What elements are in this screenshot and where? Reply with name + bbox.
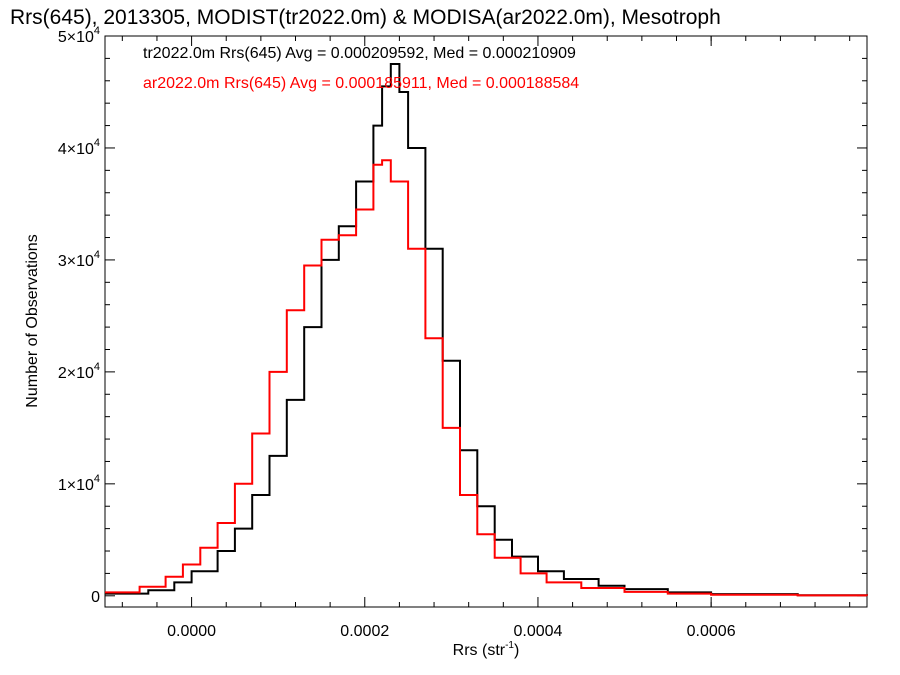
y-tick-label-exponent: 4 [94,137,100,149]
y-tick-label-exponent: 4 [94,361,100,373]
x-tick-label: 0.0000 [167,623,216,640]
chart-title: Rrs(645), 2013305, MODIST(tr2022.0m) & M… [10,6,721,29]
x-tick-label: 0.0004 [513,623,562,640]
x-axis-label-main: Rrs (str [453,642,506,659]
y-tick-label-base: 2×10 [58,365,94,382]
x-axis-ticks: 0.0000 0.0002 0.0004 0.0006 [121,36,851,640]
y-tick-label: 2×104 [58,361,100,382]
y-tick-label-base: 3×10 [58,253,94,270]
y-tick-label-exponent: 4 [94,473,100,485]
y-tick-label: 5×104 [58,25,100,46]
y-tick-label-exponent: 4 [94,249,100,261]
plot-frame [104,35,868,608]
series-line-tr2022 [105,63,868,597]
y-tick-label: 0 [91,589,100,606]
y-tick-label: 3×104 [58,249,100,270]
legend-entry-tr2022: tr2022.0m Rrs(645) Avg = 0.000209592, Me… [143,45,576,62]
x-axis-label-end: ) [514,642,519,659]
series-line-ar2022 [105,159,868,597]
legend: tr2022.0m Rrs(645) Avg = 0.000209592, Me… [143,45,579,92]
y-axis-label: Number of Observations [24,234,41,407]
legend-entry-ar2022: ar2022.0m Rrs(645) Avg = 0.000185911, Me… [143,75,579,92]
y-tick-label-exponent: 4 [94,25,100,37]
x-axis-label-superscript: -1 [505,640,514,651]
y-tick-label-base: 4×10 [58,141,94,158]
x-tick-label: 0.0002 [340,623,389,640]
y-tick-label-base: 5×10 [58,29,94,46]
x-tick-label: 0.0006 [687,623,736,640]
x-axis-label: Rrs (str-1) [453,640,520,659]
y-tick-label: 4×104 [58,137,100,158]
y-tick-label: 1×104 [58,473,100,494]
series-layer [105,63,868,597]
y-tick-label-base: 0 [91,589,100,606]
y-tick-label-base: 1×10 [58,477,94,494]
